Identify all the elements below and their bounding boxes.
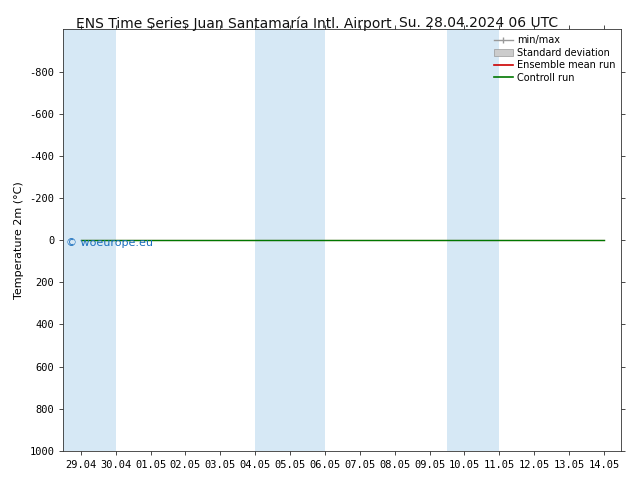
Bar xyxy=(255,29,325,451)
Y-axis label: Temperature 2m (°C): Temperature 2m (°C) xyxy=(14,181,24,299)
Bar xyxy=(63,29,115,451)
Bar xyxy=(447,29,500,451)
Legend: min/max, Standard deviation, Ensemble mean run, Controll run: min/max, Standard deviation, Ensemble me… xyxy=(489,31,619,86)
Text: ENS Time Series Juan Santamaría Intl. Airport: ENS Time Series Juan Santamaría Intl. Ai… xyxy=(76,16,392,31)
Text: © woeurope.eu: © woeurope.eu xyxy=(66,238,153,248)
Text: Su. 28.04.2024 06 UTC: Su. 28.04.2024 06 UTC xyxy=(399,16,558,30)
